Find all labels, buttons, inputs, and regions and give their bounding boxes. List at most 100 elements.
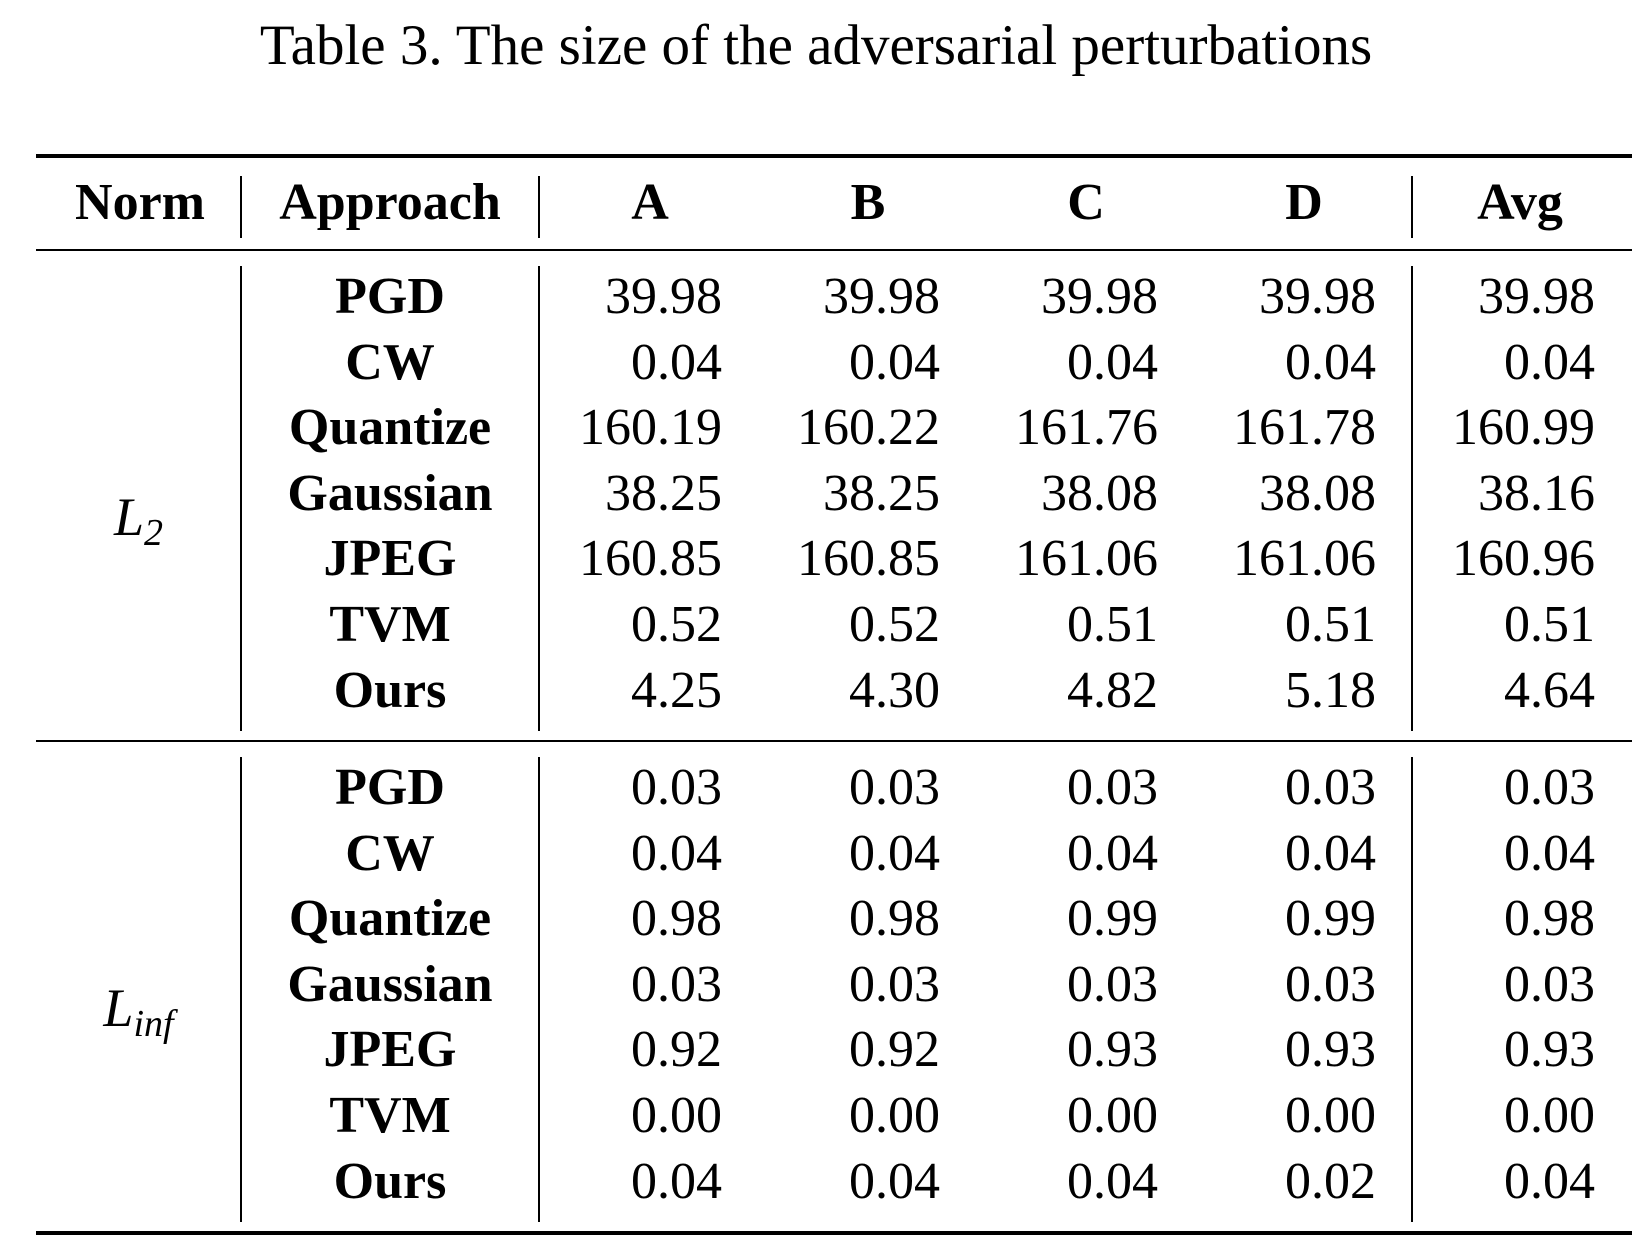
- header-norm: Norm: [75, 174, 205, 231]
- value-cell-d: 0.93: [1285, 1021, 1376, 1079]
- header-a: A: [631, 174, 669, 231]
- group2-separator-norm: [240, 757, 242, 1222]
- approach-cell: Gaussian: [287, 464, 493, 522]
- value-cell-b: 4.30: [849, 661, 940, 719]
- value-cell-avg: 0.98: [1504, 890, 1595, 948]
- value-cell-b: 38.25: [823, 464, 940, 522]
- value-cell-b: 160.85: [797, 530, 940, 588]
- approach-cell: JPEG: [323, 530, 457, 588]
- value-cell-b: 0.03: [849, 955, 940, 1013]
- value-cell-b: 160.22: [797, 399, 940, 457]
- group2-separator-avg: [1411, 757, 1413, 1222]
- table-caption: Table 3. The size of the adversarial per…: [259, 14, 1373, 77]
- value-cell-d: 38.08: [1259, 464, 1376, 522]
- value-cell-a: 0.03: [631, 955, 722, 1013]
- value-cell-c: 0.04: [1067, 824, 1158, 882]
- value-cell-a: 160.85: [579, 530, 722, 588]
- value-cell-c: 0.03: [1067, 955, 1158, 1013]
- header-d: D: [1285, 174, 1323, 231]
- table-group-rule: [36, 740, 1632, 742]
- value-cell-d: 0.99: [1285, 890, 1376, 948]
- group1-separator-approach: [538, 266, 540, 731]
- group1-separator-avg: [1411, 266, 1413, 731]
- value-cell-c: 161.06: [1015, 530, 1158, 588]
- approach-cell: PGD: [335, 759, 445, 816]
- table-top-rule: [36, 154, 1632, 158]
- table-header-rule: [36, 249, 1632, 251]
- value-cell-avg: 0.03: [1504, 759, 1595, 816]
- value-cell-a: 0.04: [631, 333, 722, 391]
- group1-separator-norm: [240, 266, 242, 731]
- value-cell-d: 39.98: [1259, 268, 1376, 325]
- value-cell-a: 0.52: [631, 596, 722, 653]
- value-cell-avg: 0.00: [1504, 1087, 1595, 1144]
- value-cell-avg: 0.04: [1504, 1152, 1595, 1210]
- norm-label-l2: L2: [113, 487, 164, 554]
- value-cell-avg: 0.03: [1504, 955, 1595, 1013]
- value-cell-c: 0.93: [1067, 1021, 1158, 1079]
- header-separator-avg: [1411, 176, 1413, 238]
- value-cell-a: 0.92: [631, 1021, 722, 1079]
- approach-cell: Quantize: [288, 890, 492, 948]
- value-cell-d: 161.78: [1233, 399, 1376, 457]
- value-cell-c: 0.04: [1067, 1152, 1158, 1210]
- value-cell-b: 0.04: [849, 333, 940, 391]
- value-cell-d: 0.00: [1285, 1087, 1376, 1144]
- value-cell-d: 0.04: [1285, 333, 1376, 391]
- value-cell-d: 161.06: [1233, 530, 1376, 588]
- approach-cell: TVM: [329, 1087, 451, 1144]
- value-cell-d: 5.18: [1285, 661, 1376, 719]
- value-cell-avg: 0.51: [1504, 596, 1595, 653]
- value-cell-avg: 160.99: [1452, 399, 1595, 457]
- value-cell-d: 0.02: [1285, 1152, 1376, 1210]
- value-cell-a: 0.98: [631, 890, 722, 948]
- value-cell-a: 38.25: [605, 464, 722, 522]
- value-cell-c: 39.98: [1041, 268, 1158, 325]
- value-cell-c: 0.00: [1067, 1087, 1158, 1144]
- value-cell-d: 0.51: [1285, 596, 1376, 653]
- value-cell-a: 0.00: [631, 1087, 722, 1144]
- header-separator-norm: [240, 176, 242, 238]
- header-c: C: [1067, 174, 1105, 231]
- value-cell-d: 0.03: [1285, 955, 1376, 1013]
- value-cell-b: 39.98: [823, 268, 940, 325]
- approach-cell: Gaussian: [287, 955, 493, 1013]
- header-avg: Avg: [1477, 174, 1563, 231]
- value-cell-avg: 160.96: [1452, 530, 1595, 588]
- value-cell-a: 39.98: [605, 268, 722, 325]
- value-cell-c: 0.04: [1067, 333, 1158, 391]
- approach-cell: Ours: [333, 1152, 447, 1210]
- value-cell-a: 0.04: [631, 1152, 722, 1210]
- value-cell-b: 0.00: [849, 1087, 940, 1144]
- approach-cell: CW: [345, 824, 435, 882]
- value-cell-a: 4.25: [631, 661, 722, 719]
- value-cell-c: 161.76: [1015, 399, 1158, 457]
- value-cell-b: 0.92: [849, 1021, 940, 1079]
- value-cell-a: 0.03: [631, 759, 722, 816]
- value-cell-c: 0.51: [1067, 596, 1158, 653]
- approach-cell: Ours: [333, 661, 447, 719]
- value-cell-avg: 0.04: [1504, 333, 1595, 391]
- value-cell-avg: 39.98: [1478, 268, 1595, 325]
- value-cell-d: 0.04: [1285, 824, 1376, 882]
- value-cell-avg: 4.64: [1504, 661, 1595, 719]
- value-cell-c: 0.99: [1067, 890, 1158, 948]
- value-cell-b: 0.04: [849, 1152, 940, 1210]
- table-bottom-rule: [36, 1231, 1632, 1235]
- value-cell-b: 0.52: [849, 596, 940, 653]
- approach-cell: PGD: [335, 268, 445, 325]
- approach-cell: TVM: [329, 596, 451, 653]
- value-cell-a: 160.19: [579, 399, 722, 457]
- value-cell-a: 0.04: [631, 824, 722, 882]
- value-cell-c: 38.08: [1041, 464, 1158, 522]
- value-cell-avg: 0.04: [1504, 824, 1595, 882]
- header-approach: Approach: [279, 174, 501, 231]
- approach-cell: Quantize: [288, 399, 492, 457]
- value-cell-b: 0.03: [849, 759, 940, 816]
- value-cell-avg: 38.16: [1478, 464, 1595, 522]
- value-cell-d: 0.03: [1285, 759, 1376, 816]
- value-cell-b: 0.98: [849, 890, 940, 948]
- value-cell-c: 4.82: [1067, 661, 1158, 719]
- value-cell-b: 0.04: [849, 824, 940, 882]
- group2-separator-approach: [538, 757, 540, 1222]
